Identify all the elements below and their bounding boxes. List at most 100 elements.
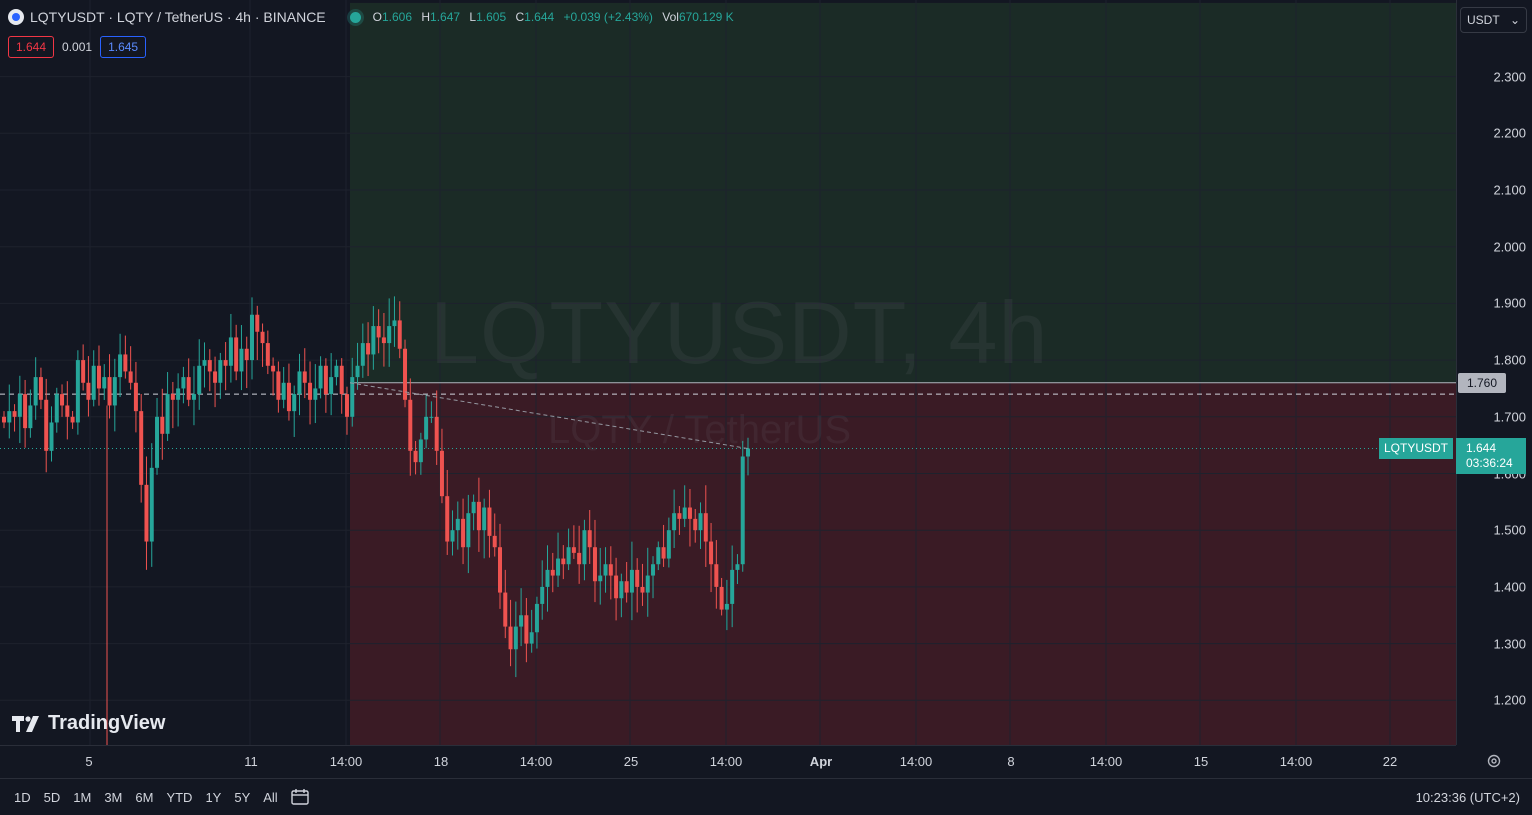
candle-body bbox=[112, 377, 117, 406]
last-price-value: 1.644 bbox=[1466, 441, 1497, 455]
symbol-title[interactable]: LQTYUSDT · LQTY / TetherUS · 4h · BINANC… bbox=[30, 9, 326, 25]
candle-body bbox=[571, 547, 576, 553]
price-tick-label: 2.300 bbox=[1493, 69, 1526, 85]
candle-body bbox=[350, 377, 355, 417]
time-tick-label: 22 bbox=[1382, 754, 1398, 769]
candle-body bbox=[640, 586, 645, 593]
candle-body bbox=[418, 439, 423, 463]
range-button-6m[interactable]: 6M bbox=[135, 790, 154, 805]
range-button-5y[interactable]: 5Y bbox=[234, 790, 251, 805]
candle-body bbox=[54, 394, 59, 423]
calendar-icon[interactable] bbox=[290, 788, 310, 806]
candle-body bbox=[687, 507, 692, 519]
time-tick-label: 18 bbox=[433, 754, 449, 769]
price-axis[interactable]: 2.3002.2002.1002.0001.9001.8001.7001.600… bbox=[1456, 0, 1532, 745]
tradingview-logo-text: TradingView bbox=[48, 712, 166, 734]
tradingview-logo[interactable]: TradingView bbox=[12, 712, 165, 735]
candle-body bbox=[107, 377, 112, 406]
time-tick-label: 14:00 bbox=[899, 754, 933, 769]
candle-body bbox=[476, 501, 481, 531]
candle-body bbox=[60, 394, 65, 406]
candle-body bbox=[323, 365, 328, 395]
position-level-tag[interactable]: 1.760 bbox=[1458, 373, 1506, 393]
candle-body bbox=[482, 507, 487, 531]
candle-body bbox=[123, 354, 128, 372]
range-button-all[interactable]: All bbox=[263, 790, 278, 805]
buy-button[interactable]: 1.645 bbox=[100, 36, 147, 58]
chart-area[interactable]: LQTYUSDT, 4h LQTY / TetherUS LQTYUSDT · … bbox=[0, 0, 1456, 745]
candle-body bbox=[7, 411, 12, 423]
candle-body bbox=[44, 399, 49, 451]
candle-body bbox=[455, 518, 460, 531]
time-axis[interactable]: 5 11 14:00 18 14:00 25 14:00 Apr 14:00 8 14:00 15 14… bbox=[0, 745, 1456, 775]
candle-body bbox=[693, 518, 698, 531]
candle-body bbox=[740, 456, 745, 565]
watermark-symbol: LQTYUSDT, 4h bbox=[430, 283, 1049, 382]
candle-body bbox=[334, 365, 339, 378]
clock-display[interactable]: 10:23:36 (UTC+2) bbox=[1415, 790, 1520, 805]
candle-body bbox=[339, 365, 344, 395]
candle-body bbox=[223, 360, 228, 366]
candle-body bbox=[255, 314, 260, 332]
candle-body bbox=[160, 416, 165, 434]
range-button-1m[interactable]: 1M bbox=[73, 790, 92, 805]
range-button-ytd[interactable]: YTD bbox=[166, 790, 193, 805]
range-button-1y[interactable]: 1Y bbox=[205, 790, 222, 805]
candle-body bbox=[566, 547, 571, 565]
candle-body bbox=[608, 564, 613, 576]
currency-label: USDT bbox=[1467, 13, 1500, 27]
candle-body bbox=[413, 450, 418, 463]
candle-body bbox=[318, 365, 323, 389]
candle-body bbox=[519, 615, 524, 627]
candle-body bbox=[429, 416, 434, 418]
price-tick-label: 1.300 bbox=[1493, 636, 1526, 652]
candle-body bbox=[461, 518, 466, 548]
candle-body bbox=[666, 530, 671, 559]
bottom-toolbar: 1D 5D 1M 3M 6M YTD 1Y 5Y All 10:23:36 (UTC+2) bbox=[0, 778, 1532, 815]
sell-button[interactable]: 1.644 bbox=[8, 36, 55, 58]
candle-body bbox=[424, 416, 429, 440]
stop-zone bbox=[350, 382, 1456, 745]
price-tick-label: 2.200 bbox=[1493, 125, 1526, 141]
price-tick-label: 1.900 bbox=[1493, 295, 1526, 311]
candle-body bbox=[297, 371, 302, 395]
candle-body bbox=[250, 314, 254, 361]
candle-body bbox=[118, 354, 123, 378]
candle-body bbox=[587, 530, 592, 548]
tradingview-logo-icon bbox=[12, 715, 39, 732]
candle-body bbox=[292, 394, 297, 412]
candle-body bbox=[619, 581, 624, 599]
candle-body bbox=[149, 467, 154, 542]
gear-icon[interactable] bbox=[1486, 753, 1502, 769]
candle-body bbox=[635, 569, 640, 587]
candle-body bbox=[724, 603, 729, 610]
candle-body bbox=[550, 569, 555, 576]
candle-body bbox=[471, 501, 476, 514]
candle-body bbox=[540, 586, 545, 604]
candle-body bbox=[730, 569, 735, 604]
currency-select[interactable]: USDT ⌄ bbox=[1460, 7, 1527, 33]
candle-body bbox=[445, 496, 450, 542]
candle-body bbox=[308, 382, 313, 400]
target-zone bbox=[350, 2, 1456, 383]
candle-body bbox=[133, 382, 138, 412]
range-button-3m[interactable]: 3M bbox=[104, 790, 123, 805]
price-chart[interactable] bbox=[0, 0, 1456, 745]
range-button-1d[interactable]: 1D bbox=[14, 790, 31, 805]
candle-body bbox=[492, 535, 497, 548]
range-button-5d[interactable]: 5D bbox=[43, 790, 61, 805]
candle-body bbox=[355, 365, 360, 378]
market-open-icon bbox=[349, 11, 361, 23]
position-projection-line bbox=[349, 382, 749, 450]
candle-body bbox=[629, 569, 634, 593]
price-tick-label: 1.500 bbox=[1493, 522, 1526, 538]
spread-value: 0.001 bbox=[62, 40, 93, 54]
candle-body bbox=[498, 547, 502, 593]
candle-body bbox=[582, 530, 587, 565]
candle-body bbox=[176, 388, 181, 400]
candle-body bbox=[592, 547, 597, 582]
candle-body bbox=[381, 337, 386, 344]
candle-body bbox=[313, 388, 318, 400]
candle-body bbox=[503, 592, 508, 627]
time-tick-label: 8 bbox=[1007, 754, 1015, 769]
